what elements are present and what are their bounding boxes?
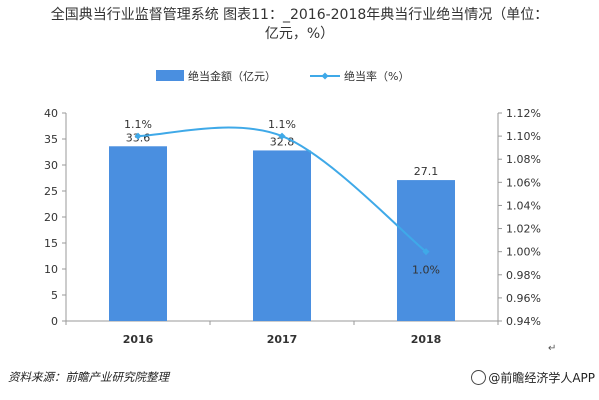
legend-line-marker xyxy=(321,72,329,80)
rate-point xyxy=(278,132,286,140)
x-tick-label: 2018 xyxy=(411,333,442,346)
legend-line-label: 绝当率（%） xyxy=(344,69,409,83)
right-tick-label: 1.06% xyxy=(506,176,541,189)
right-tick-label: 0.94% xyxy=(506,315,541,328)
chart-title-line1: 全国典当行业监督管理系统 图表11：_2016-2018年典当行业绝当情况（单位… xyxy=(50,7,549,23)
rate-value-label: 1.0% xyxy=(412,264,440,277)
right-tick-label: 1.00% xyxy=(506,246,541,259)
rate-point xyxy=(134,132,142,140)
right-tick-label: 0.96% xyxy=(506,292,541,305)
right-tick-label: 0.98% xyxy=(506,269,541,282)
brand-label: @前瞻经济学人APP xyxy=(488,371,595,385)
left-tick-label: 5 xyxy=(51,289,58,302)
source-note: 资料来源：前瞻产业研究院整理 xyxy=(8,370,169,384)
chart-title: 全国典当行业监督管理系统 图表11：_2016-2018年典当行业绝当情况（单位… xyxy=(0,6,599,44)
left-tick-label: 15 xyxy=(44,237,58,250)
x-tick-label: 2016 xyxy=(123,333,154,346)
chart-title-line2: 亿元，%） xyxy=(264,26,335,42)
x-tick-label: 2017 xyxy=(267,333,298,346)
right-tick-label: 1.02% xyxy=(506,223,541,236)
bar xyxy=(109,146,167,321)
legend-bar-label: 绝当金额（亿元） xyxy=(188,69,276,83)
rate-value-label: 1.1% xyxy=(124,118,152,131)
return-mark: ↵ xyxy=(548,343,557,354)
left-tick-label: 35 xyxy=(44,133,58,146)
right-tick-label: 1.10% xyxy=(506,130,541,143)
bar-value-label: 27.1 xyxy=(414,165,439,178)
legend-bar-swatch xyxy=(156,70,184,81)
wechat-icon xyxy=(471,370,487,385)
right-tick-label: 1.04% xyxy=(506,199,541,212)
left-tick-label: 30 xyxy=(44,159,58,172)
brand-credit: @前瞻经济学人APP xyxy=(471,369,595,386)
left-tick-label: 20 xyxy=(44,211,58,224)
left-tick-label: 0 xyxy=(51,315,58,328)
left-tick-label: 25 xyxy=(44,185,58,198)
bar xyxy=(253,150,311,321)
left-tick-label: 40 xyxy=(44,107,58,120)
right-tick-label: 1.12% xyxy=(506,107,541,120)
rate-value-label: 1.1% xyxy=(268,118,296,131)
left-tick-label: 10 xyxy=(44,263,58,276)
rate-point xyxy=(422,248,430,256)
right-tick-label: 1.08% xyxy=(506,153,541,166)
